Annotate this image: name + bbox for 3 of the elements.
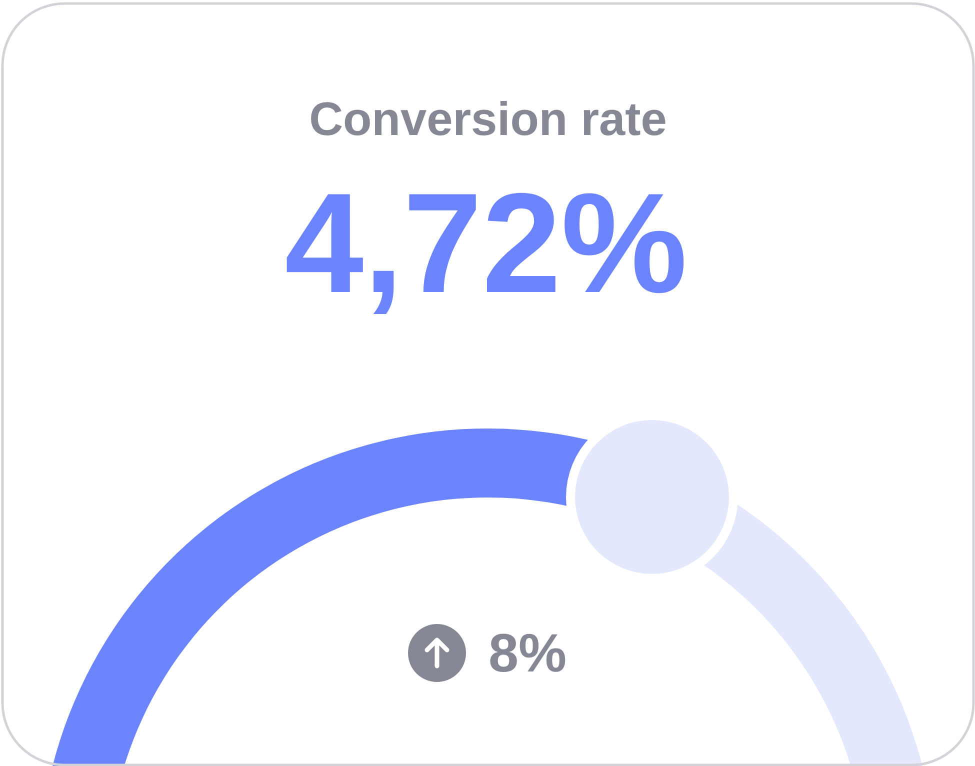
text: 8% — [488, 624, 567, 684]
text: 4,72% — [284, 164, 688, 323]
chart-title: Conversion rate — [309, 92, 667, 145]
